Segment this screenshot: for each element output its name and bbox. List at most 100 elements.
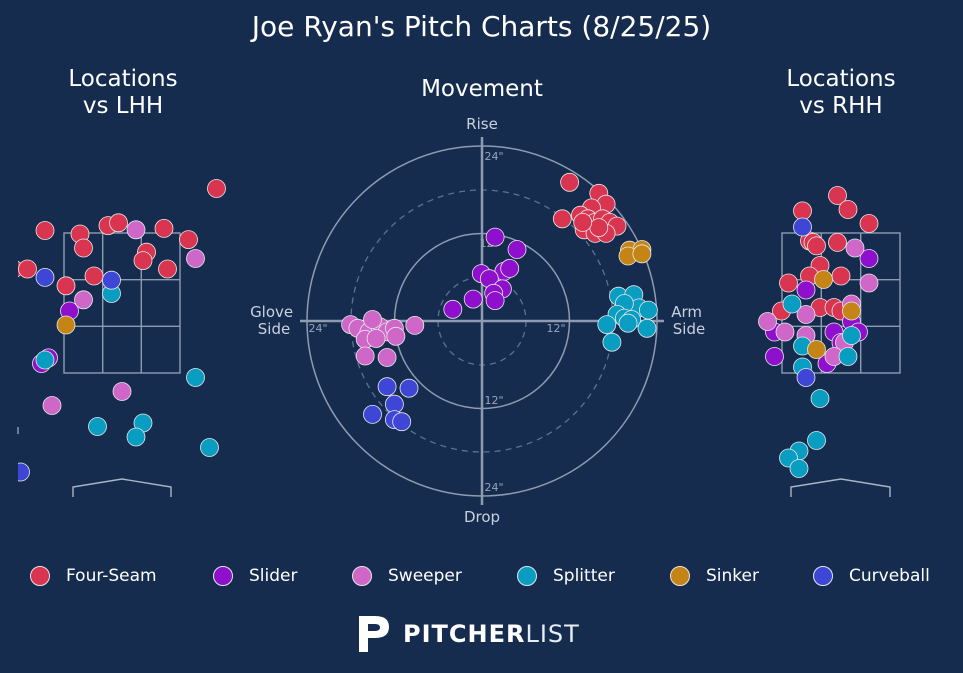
legend-label-sinker: Sinker: [706, 566, 759, 586]
label-drop: Drop: [464, 508, 500, 526]
pitcherlist-logo-icon: [359, 616, 389, 652]
movement-point-sweeper: [377, 348, 397, 367]
rhh-point-four-seam: [831, 266, 851, 286]
movement-point-slider: [443, 299, 463, 319]
movement-point-slider: [500, 258, 520, 278]
lhh-point-four-seam: [18, 259, 37, 279]
movement-point-four-seam: [560, 172, 579, 192]
rhh-point-sweeper: [758, 312, 777, 331]
lhh-point-sweeper: [126, 220, 146, 240]
brand-wordmark-bold: PITCHER: [403, 620, 526, 648]
lhh-point-splitter: [35, 350, 55, 370]
legend-marker-four-seam: [30, 566, 50, 586]
rhh-point-splitter: [838, 347, 858, 366]
movement-point-sweeper: [355, 346, 375, 366]
movement-point-splitter: [602, 332, 622, 352]
movement-point-sinker: [632, 244, 652, 264]
ring-label-bottom-24: 24": [484, 481, 503, 494]
ring-label-right-12: 12": [546, 322, 565, 335]
pitcherlist-brand: PITCHERLIST: [355, 612, 580, 656]
rhh-point-slider: [859, 249, 879, 268]
rhh-point-sinker: [842, 301, 861, 321]
label-glove-side-line1: Glove: [250, 303, 293, 321]
lhh-point-sinker: [56, 315, 76, 335]
rhh-point-sweeper: [796, 305, 816, 324]
legend-item-four-seam: Four-Seam: [30, 566, 157, 586]
rhh-point-curveball: [793, 217, 812, 237]
movement-point-four-seam: [573, 212, 593, 232]
lhh-point-four-seam: [133, 251, 153, 271]
label-glove-side-line2: Side: [258, 320, 290, 338]
movement-point-sweeper: [405, 315, 425, 335]
movement-point-curveball: [377, 377, 397, 397]
rhh-point-splitter: [789, 459, 809, 478]
legend-item-sweeper: Sweeper: [352, 566, 462, 586]
movement-point-slider: [463, 289, 483, 309]
legend-item-sinker: Sinker: [670, 566, 759, 586]
lhh-point-curveball: [35, 267, 55, 287]
label-rise: Rise: [466, 115, 498, 133]
rhh-point-sinker: [807, 340, 826, 359]
legend-label-four-seam: Four-Seam: [66, 566, 157, 586]
movement-point-sweeper: [363, 310, 382, 329]
movement-point-slider: [485, 291, 505, 311]
rhh-point-four-seam: [807, 236, 826, 256]
lhh-point-four-seam: [74, 238, 93, 258]
movement-point-splitter: [618, 313, 638, 333]
lhh-point-sweeper: [112, 382, 132, 401]
lhh-point-four-seam: [35, 221, 55, 240]
movement-point-slider: [485, 227, 505, 247]
movement-point-sweeper: [386, 326, 406, 346]
rhh-point-sweeper: [859, 273, 879, 293]
movement-point-slider: [507, 240, 527, 259]
rhh-point-splitter: [810, 389, 830, 408]
label-arm-side-line1: Arm: [671, 303, 702, 321]
legend-marker-slider: [213, 566, 233, 586]
movement-point-sweeper: [366, 329, 386, 348]
rhh-home-plate: [790, 478, 891, 497]
lhh-point-sweeper: [74, 290, 93, 310]
lhh-point-four-seam: [56, 276, 76, 296]
movement-point-curveball: [392, 412, 412, 432]
rhh-point-four-seam: [859, 214, 879, 233]
legend-label-slider: Slider: [249, 566, 298, 586]
movement-point-splitter: [637, 318, 657, 338]
lhh-point-four-seam: [109, 213, 128, 233]
rhh-point-splitter: [782, 294, 802, 314]
legend-label-splitter: Splitter: [553, 566, 615, 586]
rhh-point-four-seam: [838, 200, 858, 219]
legend-marker-splitter: [517, 566, 537, 586]
brand-wordmark-light: LIST: [525, 620, 580, 648]
lhh-home-plate: [72, 478, 172, 497]
lhh-point-sweeper: [42, 396, 62, 415]
rhh-point-four-seam: [793, 201, 812, 221]
lhh-point-four-seam: [158, 259, 177, 279]
rhh-points: [758, 186, 879, 478]
label-glove-side: Glove Side: [250, 303, 298, 338]
legend: Four-Seam Slider Sweeper Splitter Sinker…: [0, 560, 963, 596]
ring-label-bottom-12: 12": [484, 394, 503, 407]
legend-marker-curveball: [813, 566, 833, 586]
legend-item-curveball: Curveball: [813, 566, 930, 586]
ring-label-top-24: 24": [484, 150, 503, 163]
brand-wordmark: PITCHERLIST: [403, 620, 580, 648]
lhh-point-splitter: [200, 438, 219, 457]
lhh-point-slider: [0, 355, 12, 373]
legend-marker-sweeper: [352, 566, 372, 586]
rhh-point-slider: [765, 347, 784, 366]
lhh-point-splitter: [88, 417, 107, 436]
label-arm-side-line2: Side: [673, 320, 705, 338]
rhh-panel-title: Locations vs RHH: [786, 66, 896, 119]
movement-point-splitter: [597, 315, 617, 335]
lhh-panel-title: Locations vs LHH: [68, 66, 178, 119]
movement-point-curveball: [363, 404, 382, 424]
movement-points: [341, 172, 658, 432]
rhh-point-sweeper: [775, 322, 795, 342]
ring-label-left-24: 24": [308, 322, 327, 335]
rhh-point-curveball: [796, 368, 816, 387]
legend-marker-sinker: [670, 566, 690, 586]
rhh-point-splitter: [842, 326, 861, 345]
rhh-point-four-seam: [828, 232, 847, 252]
